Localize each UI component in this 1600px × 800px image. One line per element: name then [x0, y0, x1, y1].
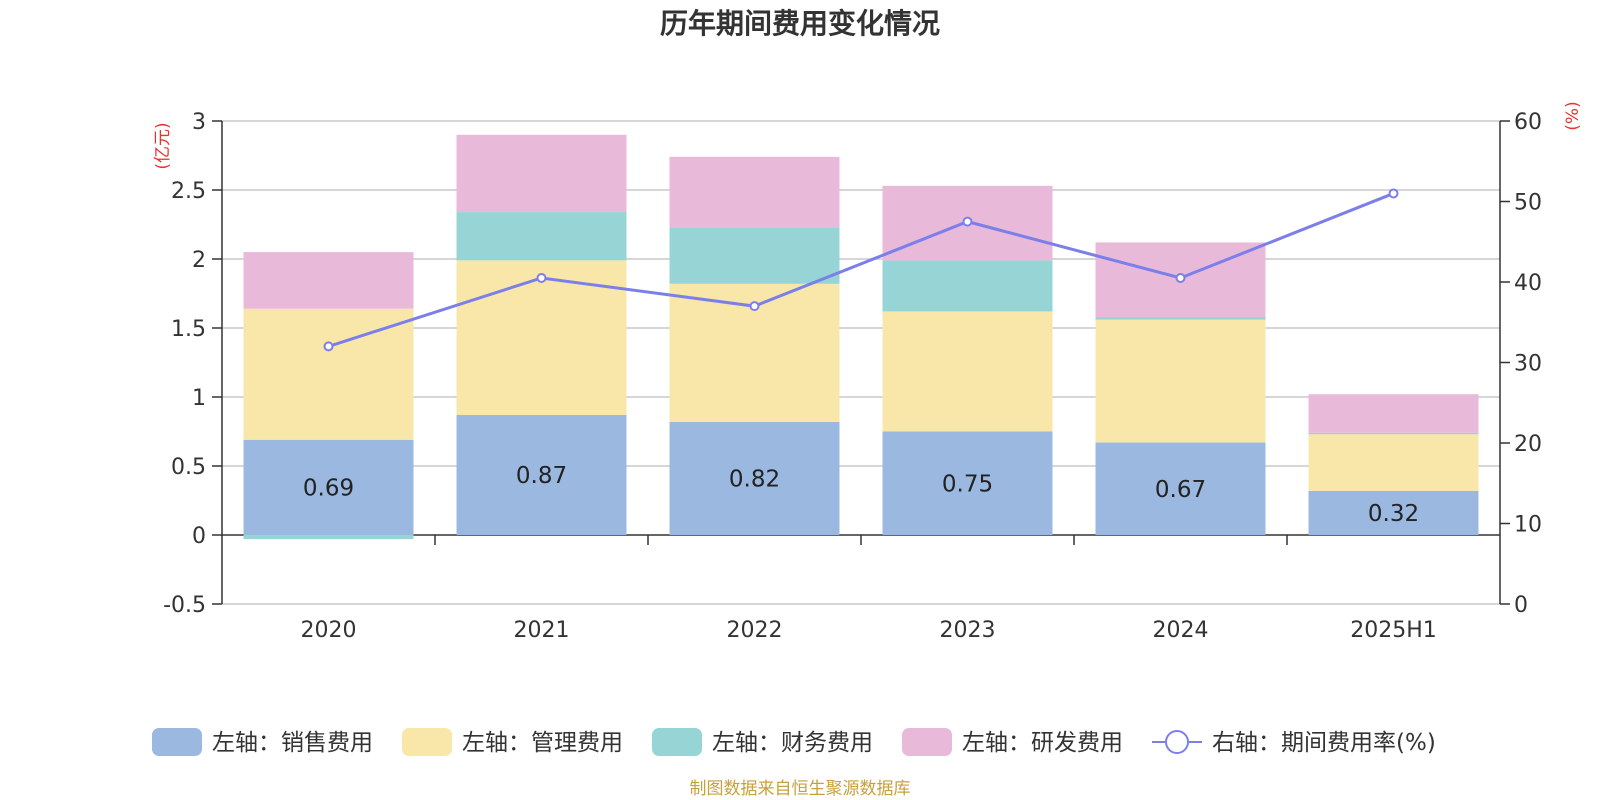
right-tick-label: 40	[1514, 271, 1542, 296]
right-tick-label: 20	[1514, 432, 1542, 457]
bar-value-label: 0.67	[1155, 477, 1206, 503]
right-tick-label: 0	[1514, 593, 1528, 618]
x-tick-label: 2023	[940, 618, 996, 643]
bar-segment	[1095, 316, 1266, 320]
rate-point	[323, 341, 334, 352]
bars	[243, 134, 1479, 540]
left-tick-label: 0	[192, 524, 206, 549]
right-tick-label: 30	[1514, 352, 1542, 377]
bar-segment	[882, 431, 1053, 535]
bar-segment	[1308, 394, 1479, 433]
bar-segment	[1308, 432, 1479, 435]
bar-segment	[669, 227, 840, 284]
right-tick-label: 60	[1514, 110, 1542, 135]
bar-segment	[882, 311, 1053, 432]
rate-point	[1388, 188, 1399, 199]
left-tick-label: 1.5	[171, 317, 206, 342]
legend[interactable]: 左轴：销售费用 左轴：管理费用 左轴：财务费用 左轴：研发费用 右轴：期间费用率(%)	[152, 728, 1436, 756]
source-note: 制图数据来自恒生聚源数据库	[690, 779, 911, 799]
rate-point	[962, 216, 973, 227]
left-tick-label: 3	[192, 110, 206, 135]
left-tick-label: 1	[192, 386, 206, 411]
right-tick-label: 10	[1514, 513, 1542, 538]
legend-label: 左轴：管理费用	[462, 730, 623, 756]
bar-segment	[669, 421, 840, 535]
left-axis-unit: (亿元)	[153, 122, 173, 169]
bar-segment	[456, 260, 627, 415]
bar-value-label: 0.32	[1368, 501, 1419, 527]
legend-marker	[1165, 730, 1189, 754]
bar-segment	[1095, 442, 1266, 535]
bar-segment	[1308, 490, 1479, 535]
legend-swatch	[902, 728, 952, 756]
bar-segment	[456, 212, 627, 261]
legend-swatch	[402, 728, 452, 756]
x-tick-label: 2020	[301, 618, 357, 643]
bar-value-label: 0.82	[729, 466, 780, 492]
axes: 3 2.5 2 1.5 1 0.5 0 -0.5 60 50 40 30 20 10 0 2020 2021 20…	[163, 110, 1542, 643]
bar-value-label: 0.87	[516, 463, 567, 489]
rate-point	[1175, 272, 1186, 283]
chart-title: 历年期间费用变化情况	[660, 7, 940, 40]
data-labels: 0.69 0.87 0.82 0.75 0.67 0.32	[303, 463, 1419, 527]
left-tick-label: 2	[192, 248, 206, 273]
bar-segment	[669, 156, 840, 228]
x-tick-label: 2021	[514, 618, 570, 643]
rate-line	[323, 188, 1399, 352]
bar-segment	[456, 414, 627, 535]
bar-segment	[243, 439, 414, 535]
bar-segment	[243, 252, 414, 309]
rate-point	[536, 272, 547, 283]
left-tick-label: 2.5	[171, 179, 206, 204]
bar-segment	[456, 134, 627, 213]
legend-label: 左轴：财务费用	[712, 730, 873, 756]
bar-segment	[1095, 319, 1266, 443]
legend-label: 左轴：研发费用	[962, 730, 1123, 756]
legend-swatch	[152, 728, 202, 756]
x-tick-label: 2025H1	[1350, 618, 1437, 643]
left-tick-label: -0.5	[163, 593, 206, 618]
rate-point	[749, 301, 760, 312]
x-tick-label: 2022	[727, 618, 783, 643]
left-tick-label: 0.5	[171, 455, 206, 480]
x-tick-label: 2024	[1153, 618, 1209, 643]
legend-label: 右轴：期间费用率(%)	[1212, 730, 1436, 756]
bar-segment	[243, 535, 414, 540]
bar-segment	[882, 260, 1053, 312]
right-axis-unit: (%)	[1563, 101, 1583, 130]
rate-line-path	[328, 192, 1395, 348]
right-tick-label: 50	[1514, 191, 1542, 216]
bar-segment	[243, 308, 414, 440]
legend-swatch	[652, 728, 702, 756]
grid	[222, 120, 1500, 605]
bar-segment	[1308, 434, 1479, 491]
legend-label: 左轴：销售费用	[212, 730, 373, 756]
bar-value-label: 0.69	[303, 475, 354, 501]
bar-value-label: 0.75	[942, 471, 993, 497]
